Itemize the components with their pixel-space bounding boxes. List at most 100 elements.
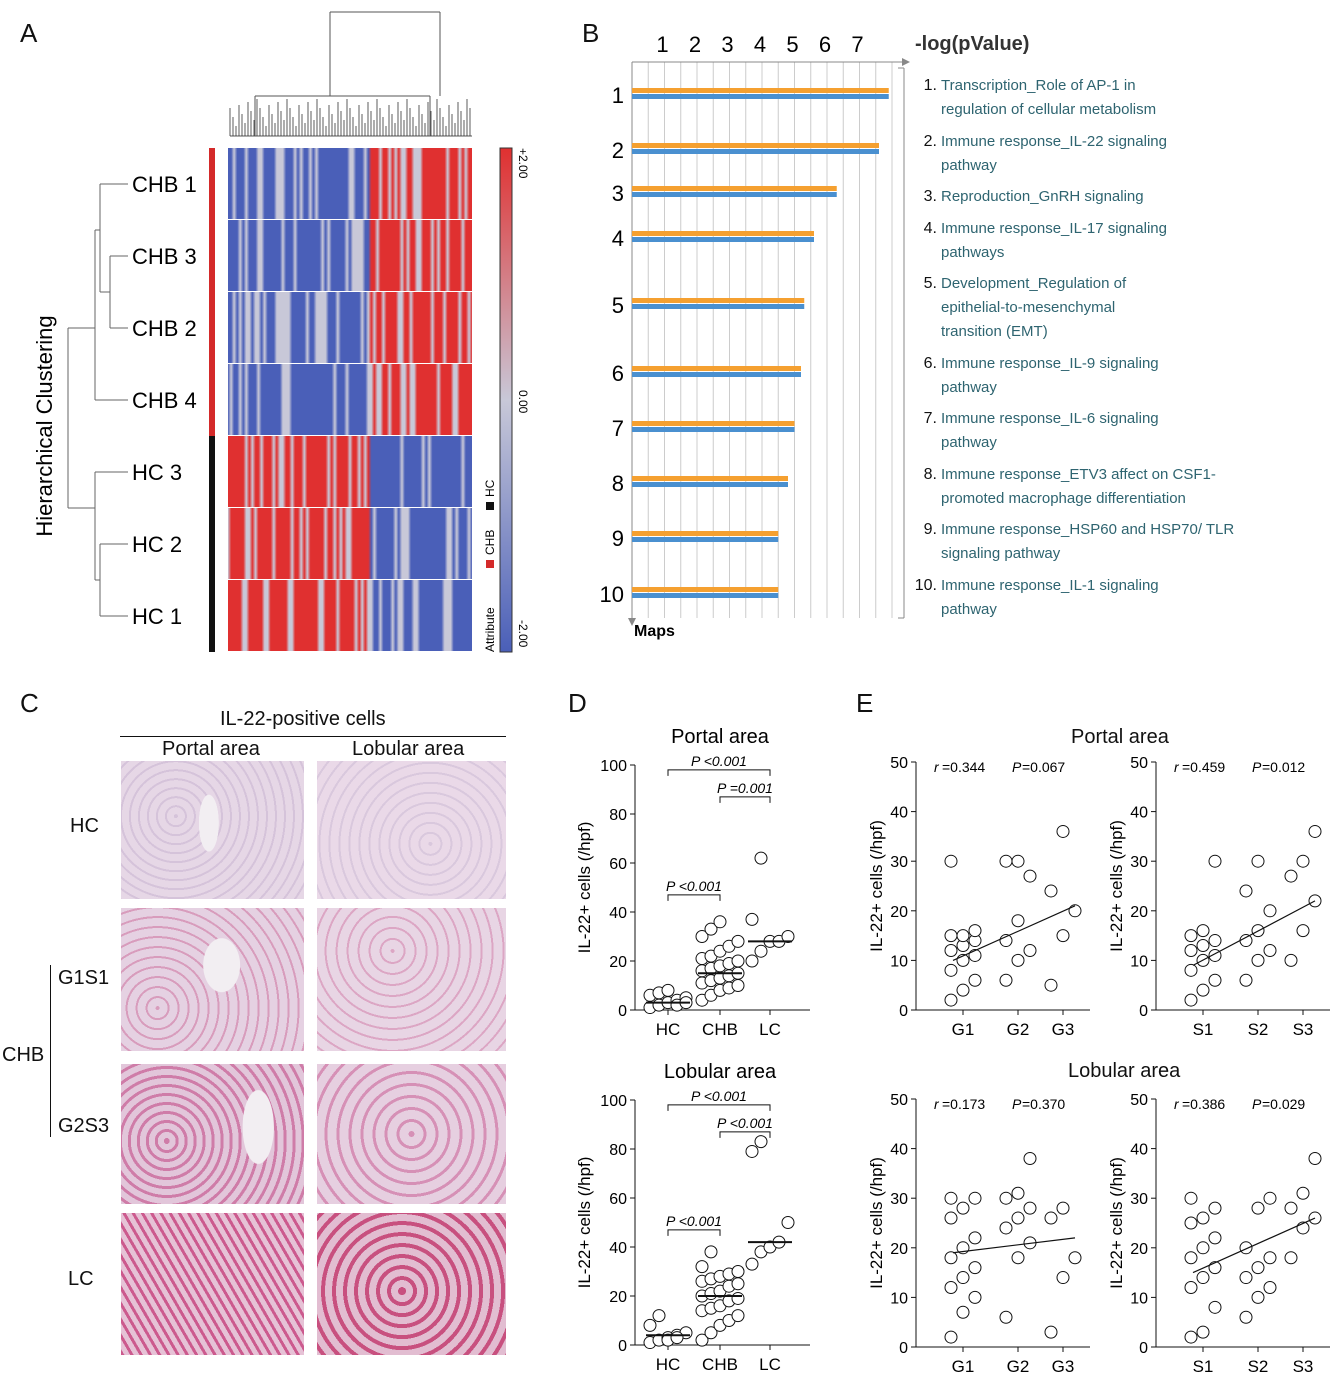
data-point	[1196, 1325, 1210, 1339]
row-label: CHB 1	[132, 172, 197, 197]
y-axis-label: IL-22+ cells (/hpf)	[867, 820, 886, 952]
x-tick-label: HC	[656, 1020, 681, 1039]
category-label: 6	[612, 361, 624, 386]
dot-plot-portal: Portal area 0 20 40 60 80 100 IL-22+ cells (/hp…	[575, 726, 810, 1039]
x-tick-label: 6	[819, 32, 831, 57]
x-tick-label: HC	[656, 1355, 681, 1374]
y-tick-label: 20	[890, 904, 908, 921]
y-tick-label: 80	[609, 807, 627, 824]
data-point	[1239, 934, 1253, 948]
data-point	[731, 1277, 745, 1291]
data-point	[956, 1305, 970, 1319]
data-point	[999, 1310, 1013, 1324]
data-point	[781, 1216, 795, 1229]
comparison-bracket	[667, 894, 721, 901]
data-point	[968, 1191, 982, 1205]
x-tick-label: G3	[1052, 1357, 1075, 1376]
map-number: 8.	[924, 466, 937, 483]
bar	[632, 237, 814, 242]
data-point	[968, 973, 982, 987]
comparison-bracket	[667, 1229, 721, 1236]
panel-label-e: E	[856, 688, 874, 718]
data-point	[944, 854, 958, 868]
data-point	[1296, 854, 1310, 868]
stat-p-symbol: P	[1012, 759, 1022, 775]
heatmap-row	[228, 580, 472, 651]
data-point	[1251, 1201, 1265, 1215]
map-name: pathway	[941, 157, 997, 174]
data-point	[1044, 884, 1058, 898]
data-point	[1239, 884, 1253, 898]
x-tick-label: S1	[1193, 1357, 1214, 1376]
data-point	[1208, 1201, 1222, 1215]
histology-title-rule	[120, 736, 506, 737]
data-point	[1068, 904, 1082, 918]
data-point	[956, 929, 970, 943]
group-bar-chb	[209, 148, 215, 436]
stat-r-symbol: r	[1174, 759, 1180, 775]
x-tick-label: CHB	[702, 1355, 738, 1374]
bar	[632, 94, 889, 99]
data-point	[1208, 1231, 1222, 1245]
bar	[632, 421, 795, 426]
category-label: 8	[612, 471, 624, 496]
stat-r-symbol: r	[934, 1096, 940, 1112]
data-point	[944, 1211, 958, 1225]
color-scale-bar	[499, 147, 513, 653]
data-point	[1208, 1300, 1222, 1314]
map-name: Transcription_Role of AP-1 in	[941, 77, 1136, 94]
row-label: CHB 3	[132, 244, 197, 269]
data-point	[1284, 953, 1298, 967]
data-point	[652, 1309, 666, 1323]
y-tick-label: 10	[890, 953, 908, 970]
data-point	[704, 1245, 718, 1259]
map-name: pathway	[941, 434, 997, 451]
x-tick-label: G2	[1007, 1357, 1030, 1376]
map-name: epithelial-to-mesenchymal	[941, 299, 1115, 316]
y-tick-label: 100	[600, 1093, 627, 1110]
x-tick-label: 1	[656, 32, 668, 57]
y-axis-label: IL-22+ cells (/hpf)	[575, 822, 594, 954]
panel-label-d: D	[568, 688, 587, 718]
row-label: HC 1	[132, 604, 182, 629]
category-label: 9	[612, 526, 624, 551]
data-point	[1239, 1310, 1253, 1324]
y-tick-label: 30	[890, 854, 908, 871]
data-point	[1196, 1241, 1210, 1255]
heatmap-row	[228, 364, 472, 435]
data-point	[1011, 1211, 1025, 1225]
data-point	[1284, 869, 1298, 883]
data-point	[1308, 1152, 1322, 1166]
histology-image-g2s3-portal	[121, 1064, 304, 1204]
x-tick-label: G2	[1007, 1020, 1030, 1039]
data-point	[1239, 1271, 1253, 1285]
data-point	[1044, 1211, 1058, 1225]
stat-p-value: =0.029	[1262, 1096, 1305, 1112]
bar	[632, 149, 879, 154]
stat-p-value: =0.370	[1022, 1096, 1065, 1112]
bar	[632, 88, 889, 93]
x-tick-label: 3	[721, 32, 733, 57]
scale-mid-label: 0.00	[516, 390, 530, 414]
data-point	[731, 934, 745, 948]
histology-image-g2s3-lobular	[317, 1064, 506, 1204]
data-point	[1196, 983, 1210, 997]
data-point	[1263, 1280, 1277, 1294]
stat-p-symbol: P	[1012, 1096, 1022, 1112]
stat-p-symbol: P	[1252, 759, 1262, 775]
panel-label-c: C	[20, 688, 39, 718]
histology-image-lc-lobular	[317, 1213, 506, 1355]
data-point	[944, 963, 958, 977]
data-point	[968, 948, 982, 962]
bar	[632, 531, 779, 536]
map-name: Immune response_ETV3 affect on CSF1-	[941, 466, 1216, 483]
map-name: Immune response_IL-17 signaling	[941, 220, 1167, 237]
y-tick-label: 40	[609, 1240, 627, 1257]
map-number: 5.	[924, 275, 937, 292]
data-point	[956, 1201, 970, 1215]
comparison-label: P <0.001	[666, 878, 722, 894]
map-number: 9.	[924, 521, 937, 538]
data-point	[1184, 1280, 1198, 1294]
data-point	[731, 1265, 745, 1278]
